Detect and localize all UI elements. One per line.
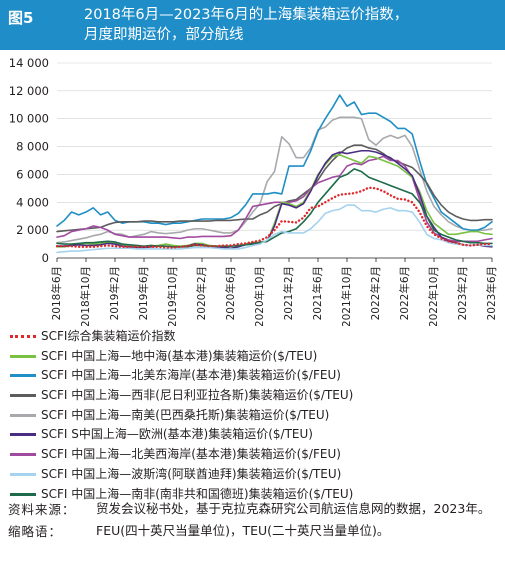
legend-swatch <box>10 335 36 338</box>
legend-item: SCFI 中国上海—西非(尼日利亚拉各斯)集装箱运价($/TEU) <box>8 385 498 405</box>
figure-header: 图5 2018年6月—2023年6月的上海集装箱运价指数， 月度即期运价，部分航… <box>0 0 505 50</box>
legend-item: SCFI 中国上海—南美(巴西桑托斯)集装箱运价($/TEU) <box>8 405 498 425</box>
legend-label: SCFI 中国上海—波斯湾(阿联酋迪拜)集装箱运价($/TEU) <box>41 466 342 481</box>
abbreviations-text: FEU(四十英尺当量单位)，TEU(二十英尺当量单位)。 <box>96 523 390 538</box>
source-label: 资料来源： <box>8 502 76 517</box>
x-tick-label: 2021年2月 <box>282 266 295 320</box>
series-line-8 <box>56 168 493 248</box>
x-tick-label: 2023年6月 <box>485 266 498 320</box>
x-tick-label: 2022年10月 <box>427 266 440 326</box>
legend-item: SCFI 中国上海—北美西海岸(基本港)集装箱运价($/FEU) <box>8 444 498 464</box>
source-note: 资料来源： 贸发会议秘书处，基于克拉克森研究公司航运信息网的数据，2023年。 <box>8 499 500 518</box>
x-axis-ticks: 2018年6月 2018年10月 2019年2月 2019年6月 2019年10月 202… <box>50 266 498 326</box>
x-tick-label: 2020年10月 <box>253 266 266 326</box>
legend-item: SCFI S中国上海—欧洲(基本港)集装箱运价($/TEU) <box>8 424 498 444</box>
y-tick-label: 0 <box>42 251 49 265</box>
legend-swatch <box>10 433 36 437</box>
figure-number: 图5 <box>8 9 34 27</box>
x-tick-label: 2018年10月 <box>79 266 92 326</box>
x-tick-label: 2019年2月 <box>108 266 121 320</box>
legend-swatch <box>10 492 36 496</box>
legend-swatch <box>10 413 36 417</box>
x-tick-label: 2021年10月 <box>340 266 353 326</box>
x-tick-label: 2018年6月 <box>50 266 63 320</box>
figure-notes: 资料来源： 贸发会议秘书处，基于克拉克森研究公司航运信息网的数据，2023年。 … <box>8 499 500 540</box>
source-text: 贸发会议秘书处，基于克拉克森研究公司航运信息网的数据，2023年。 <box>96 501 491 516</box>
x-tick-label: 2023年2月 <box>456 266 469 320</box>
legend-label: SCFI 中国上海—地中海(基本港)集装箱运价($/TEU) <box>41 348 318 363</box>
legend-item: SCFI综合集装箱运价指数 <box>8 326 498 346</box>
legend-swatch <box>10 394 36 398</box>
series-line-7 <box>56 204 493 254</box>
legend-item: SCFI 中国上海—北美东海岸(基本港)集装箱运价($/FEU) <box>8 365 498 385</box>
series-line-6 <box>56 155 493 243</box>
figure-title-line-1: 2018年6月—2023年6月的上海集装箱运价指数， <box>84 7 409 23</box>
legend-label: SCFI 中国上海—西非(尼日利亚拉各斯)集装箱运价($/TEU) <box>41 388 354 403</box>
legend-swatch <box>10 374 36 378</box>
y-tick-label: 8 000 <box>16 140 49 154</box>
x-tick-label: 2021年6月 <box>311 266 324 320</box>
abbreviations-label: 缩略语： <box>8 524 63 539</box>
legend-label: SCFI S中国上海—欧洲(基本港)集装箱运价($/TEU) <box>41 427 313 442</box>
legend-item: SCFI 中国上海—波斯湾(阿联酋迪拜)集装箱运价($/TEU) <box>8 464 498 484</box>
abbreviations-note: 缩略语： FEU(四十英尺当量单位)，TEU(二十英尺当量单位)。 <box>8 521 500 540</box>
x-tick-label: 2022年6月 <box>398 266 411 320</box>
y-tick-label: 4 000 <box>16 195 49 209</box>
legend-swatch <box>10 472 36 476</box>
chart-series-layer <box>55 94 494 254</box>
y-tick-label: 12 000 <box>9 84 49 98</box>
x-tick-label: 2019年6月 <box>137 266 150 320</box>
x-tick-label: 2020年2月 <box>195 266 208 320</box>
legend-swatch <box>10 453 36 457</box>
chart-grid <box>56 62 493 262</box>
series-line-3 <box>56 144 493 233</box>
legend-swatch <box>10 354 36 358</box>
legend-label: SCFI 中国上海—北美西海岸(基本港)集装箱运价($/FEU) <box>41 447 341 462</box>
x-tick-label: 2019年10月 <box>166 266 179 326</box>
legend-label: SCFI 中国上海—南非(南非共和国德班)集装箱运价($/TEU) <box>41 486 354 501</box>
figure-title: 2018年6月—2023年6月的上海集装箱运价指数， 月度即期运价，部分航线 <box>84 5 494 45</box>
y-tick-label: 6 000 <box>16 167 49 181</box>
legend-label: SCFI综合集装箱运价指数 <box>41 329 176 343</box>
y-tick-label: 10 000 <box>9 112 49 126</box>
y-tick-label: 2 000 <box>16 223 49 237</box>
legend-item: SCFI 中国上海—地中海(基本港)集装箱运价($/TEU) <box>8 346 498 366</box>
series-line-0 <box>55 186 494 249</box>
y-axis-ticks: 0 2 000 4 000 6 000 8 000 10 000 12 000 14 000 <box>9 56 49 265</box>
legend-label: SCFI 中国上海—南美(巴西桑托斯)集装箱运价($/TEU) <box>41 407 330 422</box>
legend-label: SCFI 中国上海—北美东海岸(基本港)集装箱运价($/FEU) <box>41 368 341 383</box>
chart-legend: SCFI综合集装箱运价指数 SCFI 中国上海—地中海(基本港)集装箱运价($/T… <box>8 326 498 503</box>
legend-item: SCFI 中国上海—南非(南非共和国德班)集装箱运价($/TEU) <box>8 484 498 504</box>
series-line-5 <box>56 149 493 250</box>
x-tick-label: 2022年2月 <box>369 266 382 320</box>
y-tick-label: 14 000 <box>9 56 49 70</box>
figure-title-line-2: 月度即期运价，部分航线 <box>84 27 244 43</box>
x-tick-label: 2020年6月 <box>224 266 237 320</box>
